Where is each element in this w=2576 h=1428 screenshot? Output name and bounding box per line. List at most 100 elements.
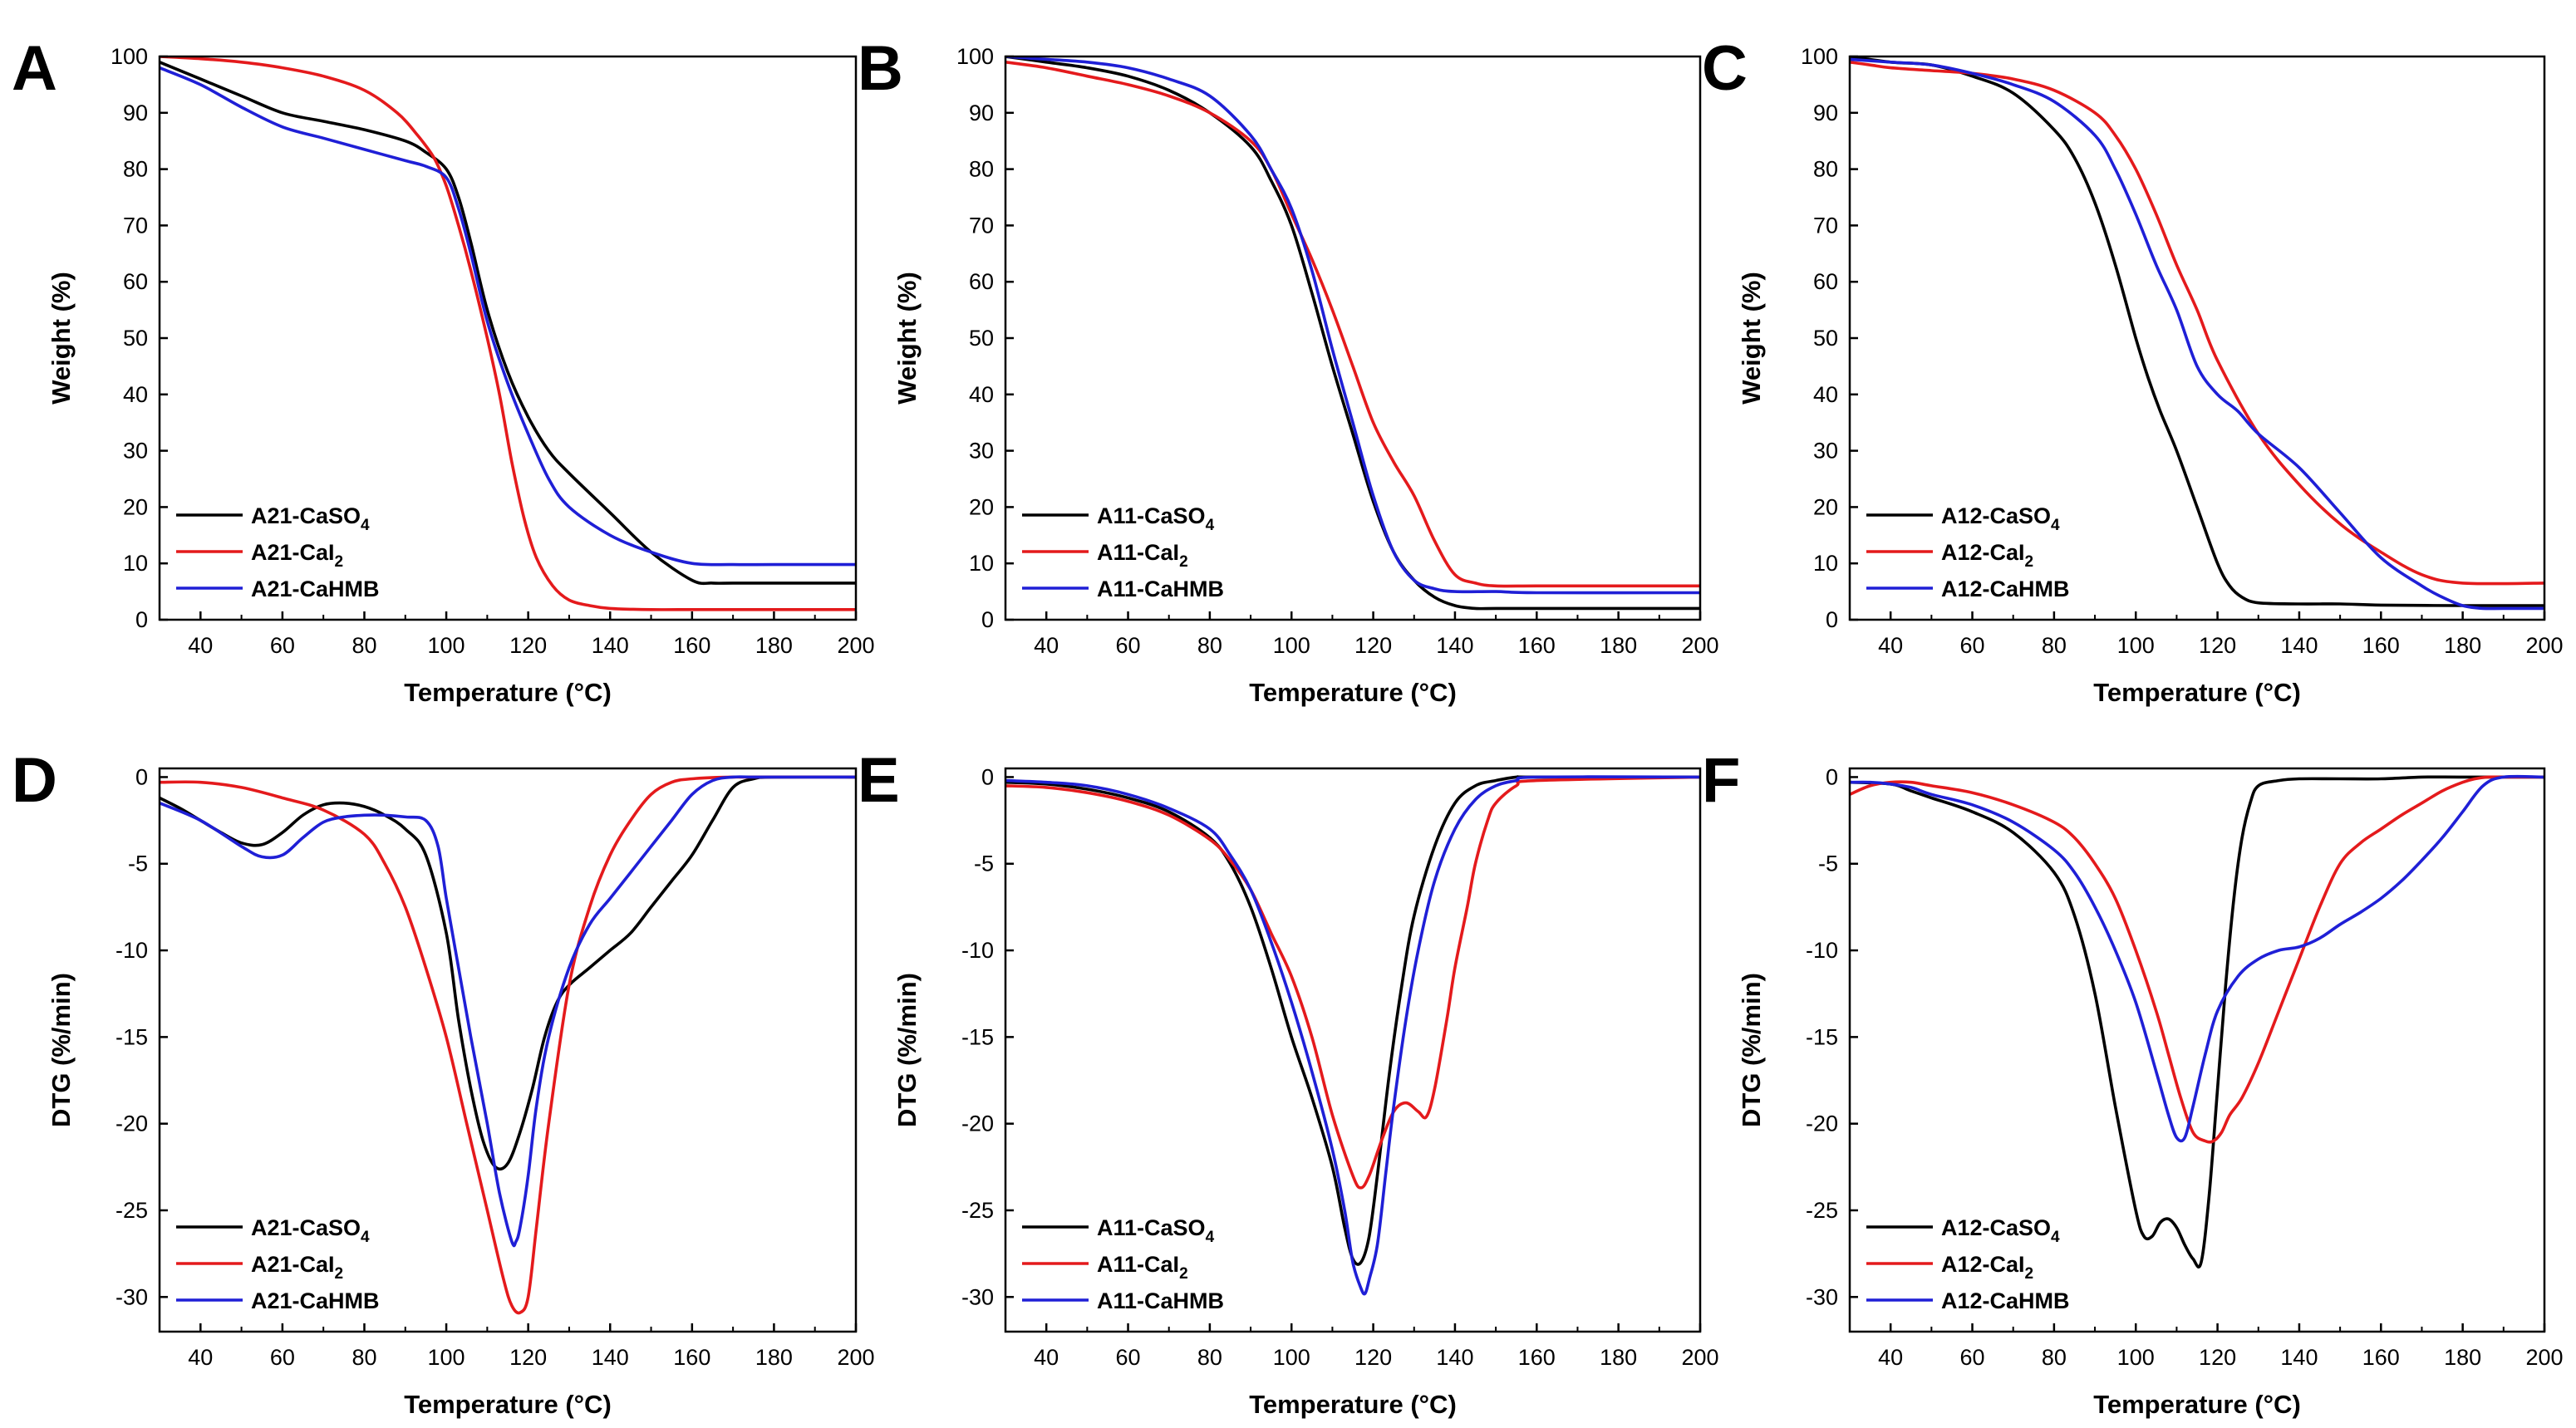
x-tick-label: 120: [509, 633, 547, 658]
y-tick-label: 0: [1826, 607, 1838, 632]
legend: A21-CaSO4 A21-CaI2 A21-CaHMB: [176, 1215, 380, 1313]
x-tick-label: 200: [837, 633, 874, 658]
x-tick-label: 40: [1878, 1345, 1903, 1370]
x-tick-label: 60: [1960, 1345, 1985, 1370]
y-tick-label: -5: [974, 851, 994, 876]
legend-label: A12-CaSO4: [1941, 1215, 2060, 1246]
y-tick-label: -25: [116, 1198, 148, 1223]
legend-label: A11-CaSO4: [1097, 1215, 1215, 1246]
x-tick-label: 140: [1436, 633, 1473, 658]
y-tick-label: 0: [135, 764, 148, 789]
y-tick-label: 70: [969, 213, 994, 238]
x-tick-label: 80: [2042, 633, 2067, 658]
x-tick-label: 120: [1354, 1345, 1392, 1370]
x-tick-label: 140: [2280, 1345, 2318, 1370]
y-tick-label: 0: [135, 607, 148, 632]
legend-label: A11-CaHMB: [1097, 577, 1224, 601]
series-line-a21-cahmb: [160, 66, 856, 567]
legend-label: A12-CaHMB: [1941, 577, 2070, 601]
x-tick-label: 60: [270, 633, 295, 658]
series-line-a21-caso4: [160, 775, 856, 1171]
x-tick-label: 100: [428, 1345, 465, 1370]
y-tick-label: 50: [123, 326, 148, 351]
panel-c: C 40 60 80 100 120 140 160 180 200 0 10 20 30 40 50 60 70…: [1702, 33, 2564, 707]
y-tick-label: -10: [961, 938, 994, 963]
x-tick-label: 140: [592, 1345, 629, 1370]
y-tick-label: 10: [123, 551, 148, 576]
y-tick-label: 40: [123, 382, 148, 407]
x-axis-title: Temperature (°C): [404, 1390, 612, 1419]
panel-letter: A: [12, 33, 57, 104]
y-tick-label: 60: [1813, 269, 1838, 294]
y-tick-label: -5: [128, 851, 148, 876]
x-tick-label: 160: [2362, 1345, 2400, 1370]
x-tick-label: 160: [1518, 1345, 1556, 1370]
x-tick-label: 160: [2362, 633, 2400, 658]
x-tick-label: 60: [1116, 633, 1141, 658]
y-tick-label: 50: [969, 326, 994, 351]
series-line-a11-cai2: [1005, 775, 1700, 1190]
legend: A12-CaSO4 A12-CaI2 A12-CaHMB: [1866, 1215, 2070, 1313]
x-tick-label: 100: [1273, 633, 1310, 658]
x-tick-label: 100: [2117, 1345, 2155, 1370]
plot-frame: [158, 767, 858, 1333]
x-tick-label: 120: [2199, 633, 2236, 658]
y-tick-label: -30: [961, 1284, 994, 1309]
y-tick-label: 70: [1813, 213, 1838, 238]
legend-label: A12-CaSO4: [1941, 503, 2060, 534]
plot-frame: [1848, 767, 2546, 1333]
y-tick-label: -20: [116, 1111, 148, 1136]
x-tick-label: 200: [1681, 1345, 1718, 1370]
x-tick-label: 100: [1273, 1345, 1310, 1370]
y-tick-label: 0: [981, 764, 994, 789]
y-tick-label: -30: [116, 1284, 148, 1309]
x-tick-label: 140: [592, 633, 629, 658]
y-tick-label: 20: [123, 494, 148, 519]
legend-label: A12-CaI2: [1941, 540, 2033, 571]
x-tick-label: 120: [2199, 1345, 2236, 1370]
x-tick-label: 180: [755, 1345, 793, 1370]
y-tick-label: 100: [1801, 44, 1838, 69]
x-tick-label: 200: [2525, 1345, 2563, 1370]
y-tick-label: 80: [969, 157, 994, 182]
legend-label: A21-CaSO4: [251, 1215, 370, 1246]
y-axis-title: DTG (%/min): [1737, 973, 1766, 1127]
y-tick-label: 50: [1813, 326, 1838, 351]
y-tick-label: -10: [1806, 938, 1838, 963]
y-tick-label: -15: [116, 1024, 148, 1049]
series-line-a12-cahmb: [1850, 57, 2544, 611]
y-tick-label: 30: [969, 439, 994, 464]
panel-letter: E: [858, 745, 900, 816]
y-tick-label: -15: [1806, 1024, 1838, 1049]
y-tick-label: -20: [961, 1111, 994, 1136]
y-tick-label: 90: [1813, 101, 1838, 125]
y-tick-label: 20: [969, 494, 994, 519]
x-tick-label: 40: [188, 1345, 213, 1370]
y-tick-label: 30: [1813, 439, 1838, 464]
y-tick-label: 90: [969, 101, 994, 125]
x-tick-label: 200: [2525, 633, 2563, 658]
y-tick-label: 0: [1826, 764, 1838, 789]
series-line-a11-cahmb: [1005, 56, 1700, 595]
panel-letter: F: [1702, 745, 1740, 816]
legend-label: A21-CaI2: [251, 540, 343, 571]
y-axis-title: DTG (%/min): [892, 973, 922, 1127]
panel-letter: B: [858, 33, 903, 104]
x-tick-label: 100: [2117, 633, 2155, 658]
y-tick-label: -10: [116, 938, 148, 963]
x-tick-label: 120: [509, 1345, 547, 1370]
y-axis-title: DTG (%/min): [47, 973, 76, 1127]
x-tick-label: 180: [2444, 1345, 2481, 1370]
x-tick-label: 40: [1034, 1345, 1059, 1370]
y-tick-label: 40: [1813, 382, 1838, 407]
y-tick-label: -20: [1806, 1111, 1838, 1136]
y-tick-label: -5: [1818, 851, 1838, 876]
legend-label: A21-CaHMB: [251, 1288, 380, 1313]
y-tick-label: 90: [123, 101, 148, 125]
x-tick-label: 180: [1600, 633, 1637, 658]
panel-b: B 40 60 80 100 120 140 160 180 200 0 10 20 30 40 50 60 70…: [858, 33, 1719, 707]
legend: A12-CaSO4 A12-CaI2 A12-CaHMB: [1866, 503, 2070, 601]
y-tick-label: 100: [111, 44, 148, 69]
y-tick-label: 0: [981, 607, 994, 632]
